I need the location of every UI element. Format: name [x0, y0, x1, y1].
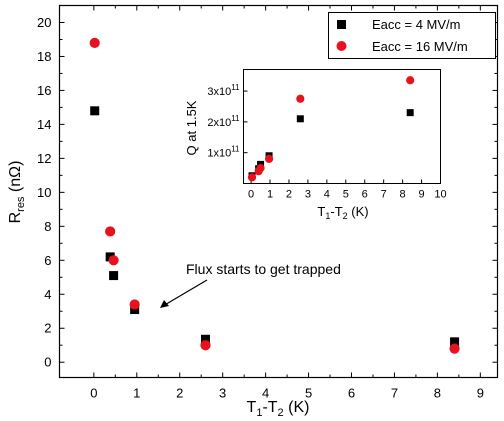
x-tick-label: 8: [434, 386, 441, 401]
data-point-series-2: [449, 343, 460, 354]
data-point-series-2: [105, 226, 116, 237]
inset-y-tick-label: 2x1011: [207, 114, 240, 129]
y-tick-label: 20: [37, 15, 51, 30]
y-tick-label: 2: [44, 321, 51, 336]
legend-label-series-1: Eacc = 4 MV/m: [372, 17, 461, 32]
x-tick-label: 1: [133, 386, 140, 401]
data-point-series-1: [201, 334, 210, 344]
inset-y-axis-title: Q at 1.5K: [184, 100, 199, 155]
data-point-series-1: [90, 106, 100, 116]
inset-data-points: [247, 76, 415, 182]
annotation-arrow: [160, 279, 208, 308]
y-tick-label: 18: [37, 49, 51, 64]
main-axis-ticks: [59, 5, 498, 378]
inset-x-tick-label: 3: [305, 189, 311, 201]
inset-x-axis-title: T1-T2 (K): [317, 204, 368, 221]
inset-x-tick-label: 1: [267, 189, 273, 201]
x-tick-label: 7: [391, 386, 398, 401]
y-tick-label: 0: [44, 355, 51, 370]
inset-data-point-series-1: [296, 115, 304, 123]
data-point-series-2: [200, 340, 211, 351]
y-tick-label: 16: [37, 83, 51, 98]
y-tick-label: 8: [44, 219, 51, 234]
inset-y-tick-label: 3x1011: [207, 83, 240, 98]
data-point-series-1: [109, 271, 119, 281]
main-data-points: [89, 37, 460, 354]
x-tick-label: 0: [90, 386, 97, 401]
inset-x-tick-label: 0: [248, 189, 254, 201]
x-tick-label: 6: [348, 386, 355, 401]
inset-x-tick-label: 7: [381, 189, 387, 201]
inset-data-point-series-2: [296, 94, 305, 103]
inset-data-point-series-1: [406, 109, 414, 117]
inset-plot-frame: [243, 69, 441, 184]
inset-y-tick-label: 1x1011: [207, 145, 240, 160]
annotation-text: Flux starts to get trapped: [186, 261, 341, 277]
y-tick-label: 12: [37, 151, 51, 166]
x-tick-label: 9: [477, 386, 484, 401]
inset-data-point-series-2: [264, 154, 274, 163]
data-point-series-1: [450, 337, 460, 347]
inset-data-point-series-2: [247, 173, 257, 182]
y-tick-label: 10: [37, 185, 51, 200]
legend-box: [328, 12, 496, 59]
x-axis-title: T1-T2 (K): [247, 399, 310, 419]
legend-marker-series-1: [337, 20, 346, 29]
x-tick-label: 3: [219, 386, 226, 401]
y-tick-label: 6: [44, 253, 51, 268]
data-point-series-2: [89, 37, 100, 48]
inset-x-tick-label: 9: [418, 189, 424, 201]
legend-marker-series-2: [336, 41, 347, 51]
y-tick-label: 14: [37, 117, 51, 132]
y-tick-label: 4: [44, 287, 51, 302]
main-plot-frame: [58, 4, 499, 379]
data-point-series-2: [108, 255, 119, 266]
legend: Eacc = 4 MV/m Eacc = 16 MV/m: [328, 12, 496, 59]
inset-x-tick-label: 10: [434, 189, 446, 201]
inset-x-tick-label: 4: [324, 189, 330, 201]
inset-x-tick-label: 5: [343, 189, 349, 201]
inset-data-point-series-2: [406, 76, 415, 85]
data-point-series-2: [129, 299, 140, 310]
inset-tick-labels: 0 1 2 3 4 5 6 7 8 9 10 1x1011 2x1011 3x1011: [207, 83, 446, 200]
inset-x-tick-label: 6: [362, 189, 368, 201]
x-tick-label: 2: [176, 386, 183, 401]
y-axis-title: Rres (nΩ): [7, 161, 27, 224]
x-tick-label: 4: [262, 386, 269, 401]
inset-x-tick-label: 2: [286, 189, 292, 201]
inset-data-point-series-2: [256, 163, 265, 173]
legend-label-series-2: Eacc = 16 MV/m: [372, 39, 468, 54]
x-tick-label: 5: [305, 386, 312, 401]
inset-x-tick-label: 8: [400, 189, 406, 201]
